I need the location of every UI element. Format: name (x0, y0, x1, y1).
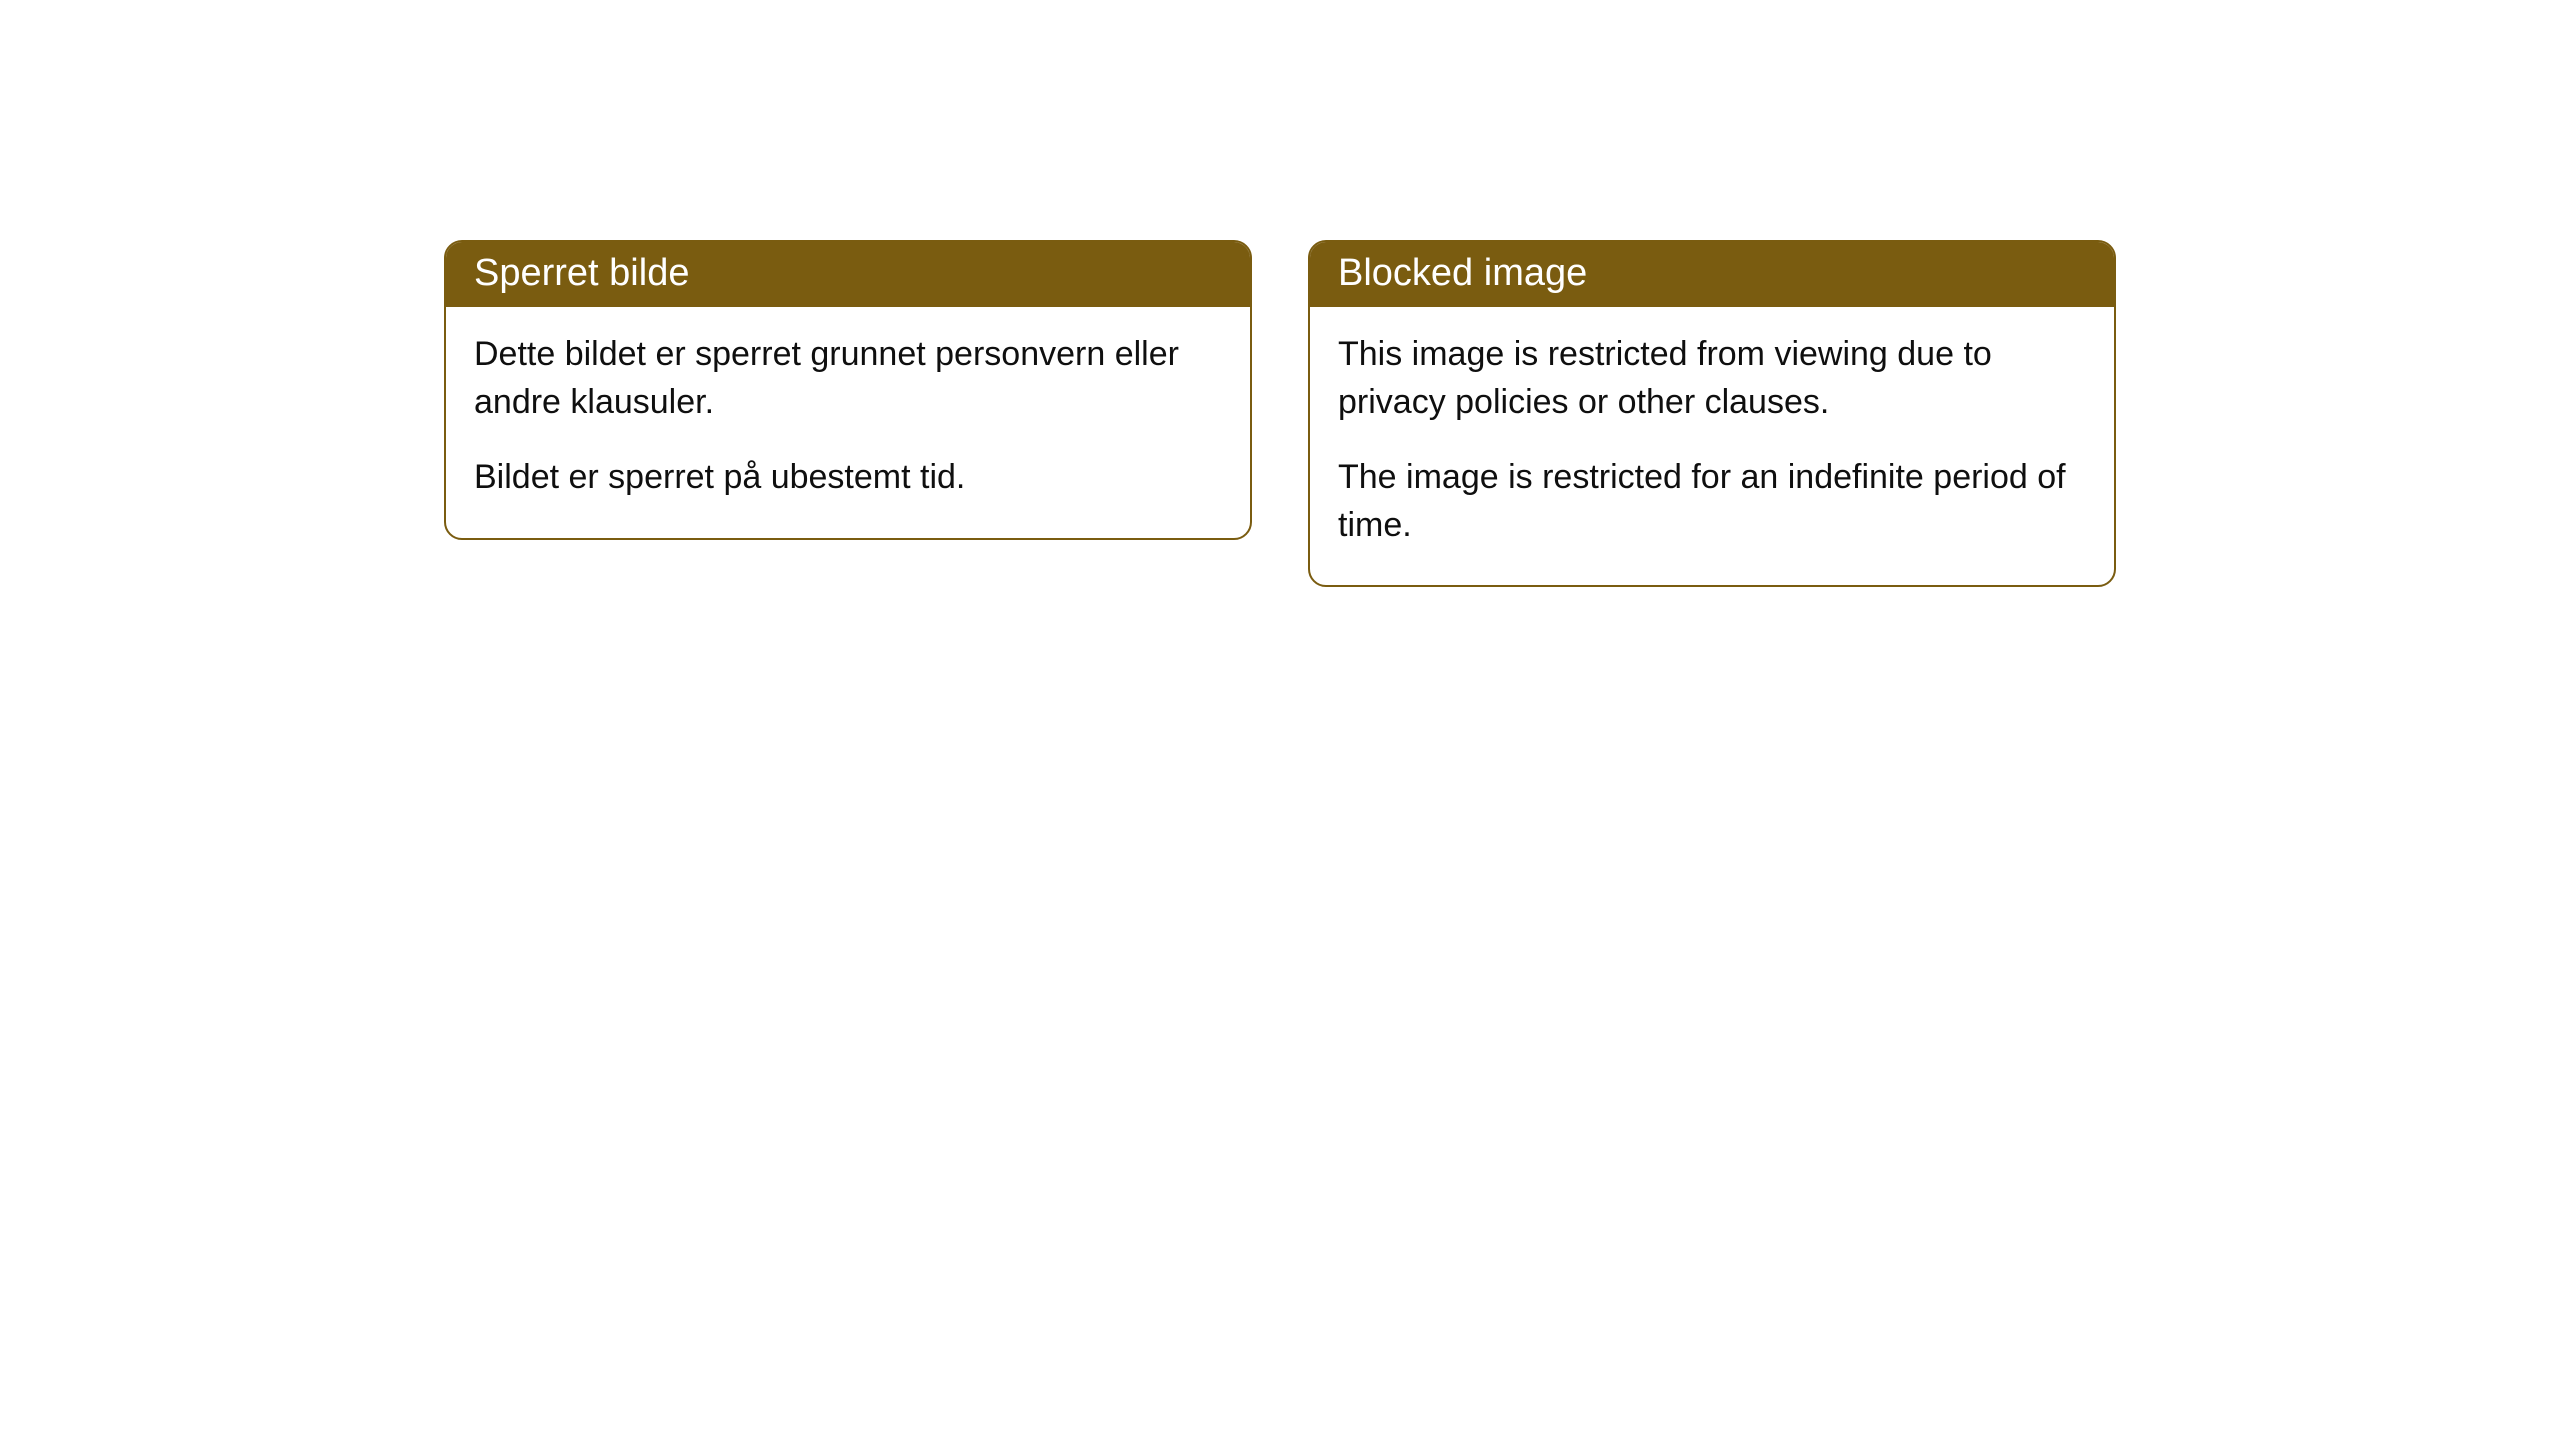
card-body-norwegian: Dette bildet er sperret grunnet personve… (446, 307, 1250, 538)
blocked-image-card-norwegian: Sperret bilde Dette bildet er sperret gr… (444, 240, 1252, 540)
blocked-image-cards: Sperret bilde Dette bildet er sperret gr… (444, 240, 2116, 1440)
card-body-english: This image is restricted from viewing du… (1310, 307, 2114, 585)
card-text-english-1: This image is restricted from viewing du… (1338, 331, 2086, 426)
card-header-english: Blocked image (1310, 242, 2114, 307)
blocked-image-card-english: Blocked image This image is restricted f… (1308, 240, 2116, 587)
card-header-norwegian: Sperret bilde (446, 242, 1250, 307)
card-text-english-2: The image is restricted for an indefinit… (1338, 454, 2086, 549)
card-text-norwegian-2: Bildet er sperret på ubestemt tid. (474, 454, 1222, 502)
card-text-norwegian-1: Dette bildet er sperret grunnet personve… (474, 331, 1222, 426)
